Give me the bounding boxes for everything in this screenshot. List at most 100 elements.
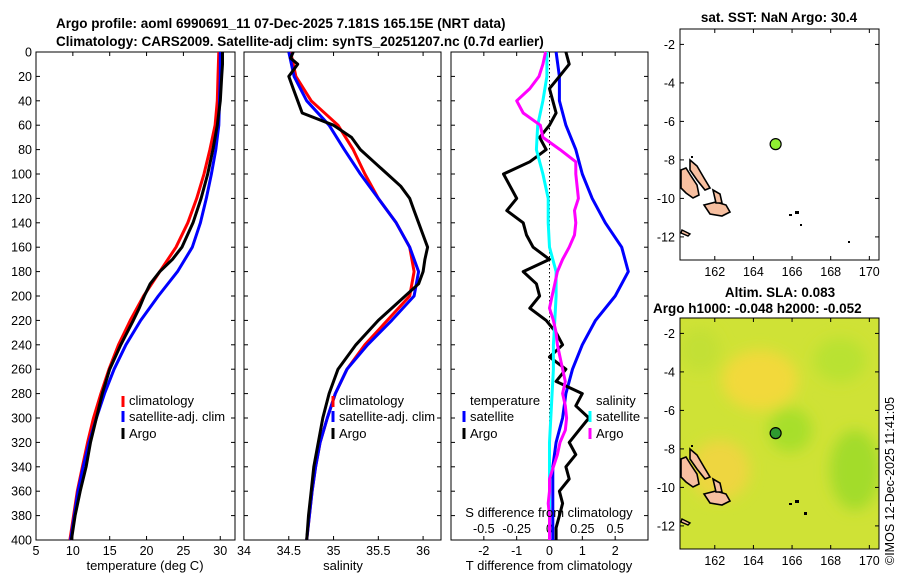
legend-temperature-title: temperature bbox=[470, 393, 540, 408]
temperature-legend: climatology satellite-adj. clim Argo bbox=[121, 393, 225, 441]
difference-xtick-label: 1 bbox=[579, 544, 586, 558]
island-small-3 bbox=[804, 512, 807, 515]
legend-s-argo: Argo bbox=[596, 426, 623, 441]
salinity-lines bbox=[287, 51, 430, 541]
sst-map-xtick-label: 170 bbox=[859, 265, 880, 279]
sla-map-ytick-label: -12 bbox=[657, 519, 675, 533]
temperature-series-argo bbox=[69, 52, 224, 541]
sst-map-ytick-label: -8 bbox=[664, 153, 675, 167]
legend-satellite: satellite-adj. clim bbox=[339, 409, 435, 424]
difference-series-s-argo bbox=[515, 51, 580, 540]
salinity-xtick-label: 35 bbox=[327, 544, 341, 558]
sla-patch-low-1 bbox=[768, 408, 812, 452]
temperature-xtick-labels: 5 10 15 20 25 30 bbox=[33, 51, 235, 558]
depth-tick-label: 240 bbox=[11, 338, 32, 352]
temperature-xtick-label: 30 bbox=[213, 544, 227, 558]
difference-series-t-satellite bbox=[551, 51, 630, 540]
temperature-ytick-labels: 0 20 40 60 80 100 120 140 160 180 200 220 240 260 280 3… bbox=[11, 46, 32, 548]
depth-tick-label: 60 bbox=[18, 119, 32, 133]
sst-map-ytick-label: -10 bbox=[657, 192, 675, 206]
depth-tick-label: 260 bbox=[11, 363, 32, 377]
depth-tick-label: 180 bbox=[11, 265, 32, 279]
temperature-lines bbox=[68, 51, 224, 541]
sst-map-ytick-label: -4 bbox=[664, 76, 675, 90]
depth-tick-label: 140 bbox=[11, 216, 32, 230]
depth-tick-label: 360 bbox=[11, 485, 32, 499]
sla-map-ytick-label: -2 bbox=[664, 327, 675, 341]
temperature-series-satellite-adj-clim bbox=[69, 52, 222, 541]
sst-map-xtick-label: 164 bbox=[743, 265, 764, 279]
depth-tick-label: 340 bbox=[11, 460, 32, 474]
sla-map-islands bbox=[680, 445, 807, 526]
salinity-xtick-labels: 34 34.5 35 35.5 36 bbox=[237, 51, 441, 558]
sla-map-ytick-labels: -2 -4 -6 -8 -10 -12 bbox=[657, 327, 879, 533]
island-santa-isabel bbox=[680, 167, 700, 199]
temperature-xtick-label: 10 bbox=[66, 544, 80, 558]
salinity-panel: 34 34.5 35 35.5 36 salinity climatology sate… bbox=[237, 51, 442, 573]
sla-map-xtick-label: 162 bbox=[704, 554, 725, 568]
depth-tick-label: 400 bbox=[11, 534, 32, 548]
depth-tick-label: 200 bbox=[11, 290, 32, 304]
sla-map-panel: Altim. SLA: 0.083 Argo h1000: -0.048 h20… bbox=[653, 285, 880, 568]
sla-map-title1: Altim. SLA: 0.083 bbox=[725, 285, 836, 300]
depth-tick-label: 80 bbox=[18, 143, 32, 157]
sla-patch-low-3 bbox=[814, 338, 866, 382]
sst-map-argo-location bbox=[769, 138, 782, 151]
legend-t-argo: Argo bbox=[470, 426, 497, 441]
sla-map-xtick-label: 168 bbox=[820, 554, 841, 568]
salinity-axes bbox=[243, 51, 442, 541]
sla-patch-high-2 bbox=[690, 440, 750, 500]
temperature-xlabel: temperature (deg C) bbox=[86, 558, 203, 573]
difference-lines bbox=[502, 51, 630, 540]
island-malaita bbox=[711, 477, 723, 493]
title-line1: Argo profile: aoml 6990691_11 07-Dec-202… bbox=[56, 16, 505, 31]
sla-map-xtick-label: 170 bbox=[859, 554, 880, 568]
sla-patch-low-4 bbox=[680, 328, 720, 372]
island-small-1 bbox=[795, 500, 799, 503]
sla-map-ytick-label: -4 bbox=[664, 365, 675, 379]
sst-map-ytick-labels: -2 -4 -6 -8 -10 -12 bbox=[657, 38, 879, 244]
sst-map-panel: sat. SST: NaN Argo: 30.4 -2-4-6-8-10-12 … bbox=[657, 10, 880, 279]
salinity-xtick-label: 36 bbox=[416, 544, 430, 558]
salinity-xtick-label: 34.5 bbox=[277, 544, 301, 558]
island-malaita bbox=[711, 188, 723, 204]
sla-map-xtick-label: 164 bbox=[743, 554, 764, 568]
sst-map-xtick-label: 162 bbox=[704, 265, 725, 279]
temperature-xtick-label: 25 bbox=[176, 544, 190, 558]
difference-xtick-label: 0 bbox=[546, 544, 553, 558]
sst-map-ytick-label: -12 bbox=[657, 230, 675, 244]
salinity-xtick-label: 35.5 bbox=[366, 544, 390, 558]
salinity-xtick-label: 34 bbox=[237, 544, 251, 558]
legend-argo: Argo bbox=[129, 426, 156, 441]
legend-salinity-title: salinity bbox=[596, 393, 636, 408]
temperature-xtick-label: 20 bbox=[140, 544, 154, 558]
island-choiseul bbox=[689, 447, 712, 480]
sla-map-axes bbox=[679, 317, 880, 550]
sst-map-xtick-label: 166 bbox=[782, 265, 803, 279]
island-small-3 bbox=[800, 224, 802, 226]
temperature-panel: 0 20 40 60 80 100 120 140 160 180 200 220 240 260 280 3… bbox=[11, 46, 236, 573]
sst-map-xtick-labels: 162 164 166 168 170 bbox=[704, 29, 880, 279]
difference-x2tick-label: 0.5 bbox=[606, 522, 623, 536]
island-small-1 bbox=[795, 211, 799, 214]
island-choiseul bbox=[689, 158, 712, 191]
salinity-legend: climatology satellite-adj. clim Argo bbox=[331, 393, 435, 441]
island-makira bbox=[680, 229, 692, 237]
depth-tick-label: 100 bbox=[11, 168, 32, 182]
difference-x2tick-label: -0.25 bbox=[502, 522, 531, 536]
difference-x2tick-label: 0.25 bbox=[570, 522, 594, 536]
sst-map-xtick-label: 168 bbox=[820, 265, 841, 279]
island-santa-isabel bbox=[680, 456, 700, 488]
temperature-xtick-label: 5 bbox=[33, 544, 40, 558]
sst-map-points bbox=[769, 138, 782, 151]
sla-map-argo-location bbox=[769, 427, 782, 440]
depth-tick-label: 280 bbox=[11, 387, 32, 401]
legend-climatology: climatology bbox=[129, 393, 195, 408]
depth-tick-label: 160 bbox=[11, 241, 32, 255]
depth-tick-label: 120 bbox=[11, 192, 32, 206]
difference-panel: -2 -1 0 1 2 -0.5 -0.25 0 0.25 0.5 T difference f… bbox=[450, 51, 649, 573]
temperature-xtick-label: 15 bbox=[103, 544, 117, 558]
difference-xlabel: T difference from climatology bbox=[466, 558, 633, 573]
legend-satellite: satellite-adj. clim bbox=[129, 409, 225, 424]
